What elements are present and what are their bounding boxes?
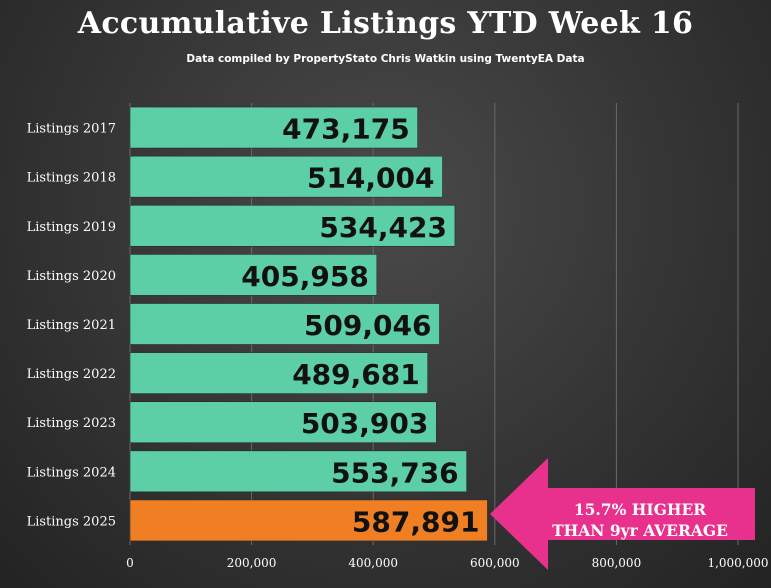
x-tick-label: 800,000: [592, 556, 642, 570]
x-tick-label: 1,000,000: [707, 556, 768, 570]
category-label: Listings 2020: [27, 269, 116, 284]
bar-value-label: 553,736: [331, 456, 459, 489]
callout-text: 15.7% HIGHER THAN 9yr AVERAGE: [525, 499, 755, 541]
category-label: Listings 2018: [27, 171, 116, 186]
x-tick-label: 200,000: [227, 556, 277, 570]
bar: [129, 352, 429, 394]
bar: [129, 106, 418, 149]
callout-line-2: THAN 9yr AVERAGE: [552, 521, 728, 540]
x-tick-label: 600,000: [470, 556, 520, 570]
category-label: Listings 2023: [27, 416, 116, 431]
category-label: Listings 2025: [27, 514, 116, 529]
x-tick-label: 400,000: [348, 556, 398, 570]
bar-value-label: 489,681: [292, 358, 420, 391]
category-label: Listings 2021: [27, 318, 116, 333]
category-label: Listings 2022: [27, 367, 116, 382]
bar: [129, 499, 488, 542]
bar-value-label: 509,046: [304, 309, 432, 342]
x-tick-label: 0: [126, 556, 134, 570]
bar-value-label: 514,004: [307, 162, 435, 195]
bar-value-label: 587,891: [352, 505, 480, 538]
bar: [129, 450, 467, 493]
callout-line-1: 15.7% HIGHER: [573, 500, 707, 519]
category-label: Listings 2024: [27, 465, 116, 480]
category-label: Listings 2017: [27, 122, 116, 137]
bar-value-label: 503,903: [301, 407, 429, 440]
bar: [129, 155, 443, 198]
bar: [129, 303, 440, 345]
bar-value-label: 534,423: [319, 211, 447, 244]
bar-value-label: 405,958: [241, 260, 369, 293]
bar: [129, 401, 437, 444]
bar: [129, 204, 456, 247]
chart-title: Accumulative Listings YTD Week 16: [77, 6, 694, 41]
bar-value-label: 473,175: [282, 113, 410, 146]
category-label: Listings 2019: [27, 220, 116, 235]
bar: [129, 254, 378, 296]
chart-subtitle: Data compiled by PropertyStato Chris Wat…: [186, 53, 585, 65]
